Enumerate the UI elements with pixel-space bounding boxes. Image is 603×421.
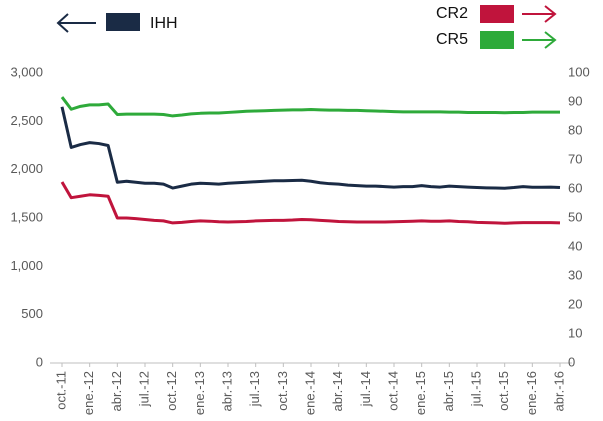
y2-tick-label: 40 <box>568 238 582 253</box>
y-tick-label: 3,000 <box>10 64 43 79</box>
y2-tick-label: 60 <box>568 180 582 195</box>
x-tick-label: jul.-12 <box>136 371 151 407</box>
x-tick-label: abr.-14 <box>330 371 345 411</box>
y2-tick-label: 90 <box>568 93 582 108</box>
legend-swatch <box>480 5 514 23</box>
x-tick-label: abr.-13 <box>219 371 234 411</box>
y2-tick-label: 10 <box>568 325 582 340</box>
x-tick-label: abr.-15 <box>441 371 456 411</box>
x-tick-label: jul.-14 <box>358 371 373 407</box>
y2-tick-label: 20 <box>568 296 582 311</box>
legend-swatch <box>106 13 140 31</box>
cr2-arrow <box>522 5 557 23</box>
series-line <box>60 181 561 225</box>
x-tick-label: ene.-16 <box>524 371 539 415</box>
cr5-arrow <box>522 31 557 49</box>
y-tick-label: 1,000 <box>10 258 43 273</box>
y-tick-label: 2,000 <box>10 161 43 176</box>
y2-tick-label: 80 <box>568 122 582 137</box>
x-tick-label: abr.-12 <box>109 371 124 411</box>
legend-label: IHH <box>150 15 178 32</box>
y2-tick-label: 100 <box>568 64 590 79</box>
x-tick-label: oct.-14 <box>385 371 400 411</box>
y2-tick-label: 30 <box>568 267 582 282</box>
x-tick-label: ene.-12 <box>81 371 96 415</box>
x-tick-label: oct.-12 <box>164 371 179 411</box>
x-tick-label: oct.-13 <box>275 371 290 411</box>
ihh-arrow <box>56 13 96 33</box>
x-tick-label: ene.-15 <box>413 371 428 415</box>
y-tick-label: 500 <box>21 306 43 321</box>
x-tick-label: oct.-15 <box>496 371 511 411</box>
legend-swatch <box>480 31 514 49</box>
x-tick-label: ene.-14 <box>302 371 317 415</box>
series-line <box>60 96 560 118</box>
x-tick-label: jul.-13 <box>247 371 262 407</box>
y-tick-label: 1,500 <box>10 209 43 224</box>
y-tick-label: 0 <box>36 354 43 369</box>
x-tick-label: jul.-15 <box>468 371 483 407</box>
y2-tick-label: 50 <box>568 209 582 224</box>
x-tick-label: ene.-13 <box>192 371 207 415</box>
series-line <box>60 106 561 190</box>
y2-tick-label: 70 <box>568 151 582 166</box>
x-tick-label: oct.-11 <box>53 371 68 410</box>
y-tick-label: 2,500 <box>10 113 43 128</box>
legend-label: CR5 <box>436 31 468 48</box>
x-tick-label: abr.-16 <box>551 371 566 411</box>
y2-tick-label: 0 <box>568 354 575 369</box>
legend-label: CR2 <box>436 5 468 22</box>
